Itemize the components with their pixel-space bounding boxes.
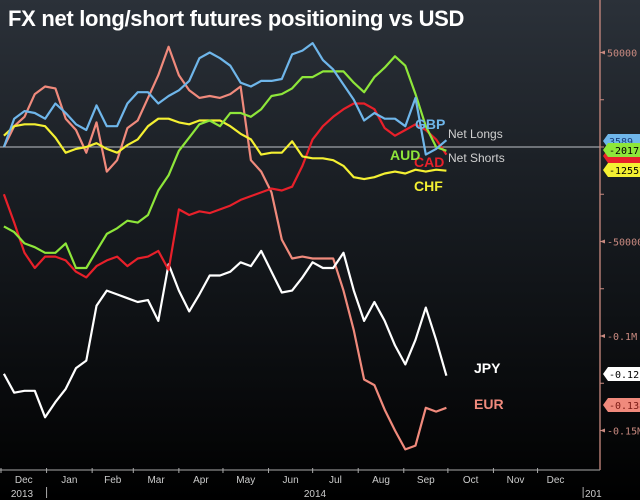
x-tick-label: Jun xyxy=(283,475,299,486)
series-line-gbp xyxy=(2,41,448,156)
year-label: 2013 xyxy=(11,489,34,500)
series-line-jpy xyxy=(2,249,448,419)
last-value-label-jpy: -0.121M xyxy=(609,370,640,381)
y-tick-label: -50000 xyxy=(607,238,640,249)
series-label-gbp: GBP xyxy=(415,116,445,132)
y-tick-label: -0.15M xyxy=(607,427,640,438)
x-tick-label: Apr xyxy=(193,475,209,486)
series-label-jpy: JPY xyxy=(474,360,501,376)
year-label: 2014 xyxy=(304,489,327,500)
last-value-label-chf: -12557 xyxy=(609,166,640,177)
x-tick-label: Dec xyxy=(547,475,565,486)
y-tick-label: 50000 xyxy=(607,49,637,60)
x-tick-label: Feb xyxy=(104,475,122,486)
x-tick-label: Mar xyxy=(147,475,165,486)
x-tick-label: Sep xyxy=(417,475,435,486)
year-label: 201 xyxy=(585,489,602,500)
series-label-aud: AUD xyxy=(390,147,420,163)
y-tick-arrow xyxy=(600,239,605,244)
x-tick-label: Aug xyxy=(372,475,390,486)
x-tick-label: Jan xyxy=(61,475,77,486)
series-label-chf: CHF xyxy=(414,178,443,194)
last-value-label-aud: -2017 xyxy=(609,146,639,157)
series-line-aud xyxy=(3,55,447,270)
annotation-net-shorts: Net Shorts xyxy=(448,151,505,165)
x-tick-label: Jul xyxy=(329,475,342,486)
last-value-tag-jpy xyxy=(603,367,640,381)
last-value-tag-eur xyxy=(603,398,640,412)
series-label-eur: EUR xyxy=(474,396,504,412)
series-line-chf xyxy=(3,117,447,181)
series-line-eur xyxy=(2,45,447,451)
x-tick-label: Oct xyxy=(463,475,479,486)
annotation-net-longs: Net Longs xyxy=(448,127,503,141)
x-tick-label: May xyxy=(236,475,255,486)
last-value-label-gbp: 3589 xyxy=(609,137,633,148)
y-tick-arrow xyxy=(600,50,605,55)
y-tick-label: -0.1M xyxy=(607,332,637,343)
y-tick-arrow xyxy=(600,428,605,433)
last-value-label-eur: -0.138M xyxy=(609,401,640,412)
series-label-cad: CAD xyxy=(414,154,444,170)
x-tick-label: Dec xyxy=(15,475,33,486)
series-line-cad xyxy=(2,102,448,279)
x-tick-label: Nov xyxy=(507,475,525,486)
chart-title: FX net long/short futures positioning vs… xyxy=(8,6,465,31)
y-tick-arrow xyxy=(600,334,605,338)
last-value-tag-chf xyxy=(603,163,640,177)
last-value-tag-aud xyxy=(603,143,640,157)
